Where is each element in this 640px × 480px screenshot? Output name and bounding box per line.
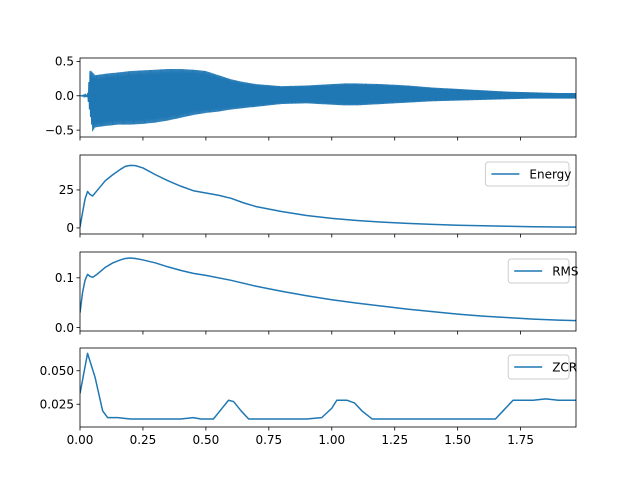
y-tick-label: 25 bbox=[59, 183, 74, 197]
x-tick-label: 1.25 bbox=[381, 433, 408, 447]
x-tick-label: 0.25 bbox=[130, 433, 157, 447]
axes-frame bbox=[79, 154, 577, 235]
legend: RMS bbox=[507, 258, 579, 284]
axes-frame bbox=[79, 57, 577, 138]
subplot-1: 0.5 0.0 −0.5 bbox=[45, 55, 577, 141]
y-tick-label: −0.5 bbox=[45, 123, 74, 137]
series-line-zcr bbox=[80, 352, 576, 420]
y-tick-label: 0.5 bbox=[55, 55, 74, 69]
legend: Energy bbox=[484, 161, 571, 187]
legend-label: Energy bbox=[529, 167, 571, 181]
y-tick-label: 0.0 bbox=[55, 89, 74, 103]
y-tick-label: 0.0 bbox=[55, 321, 74, 335]
series-line-rms bbox=[80, 257, 576, 322]
x-tick-label: 0.75 bbox=[255, 433, 282, 447]
x-tick-label: 1.50 bbox=[444, 433, 471, 447]
axes-frame bbox=[79, 251, 577, 332]
y-tick-label: 0.050 bbox=[40, 364, 74, 378]
x-tick-label: 1.00 bbox=[318, 433, 345, 447]
subplot-4: 0.050 0.025 0.00 0.25 0.50 0.75 1.00 1.25 1.50 1.… bbox=[40, 347, 577, 447]
legend: ZCR bbox=[507, 354, 577, 380]
x-tick-label: 0.00 bbox=[67, 433, 94, 447]
subplot-2: 25 0 Energy bbox=[59, 154, 577, 238]
legend-box bbox=[484, 161, 570, 187]
y-tick-label: 0.025 bbox=[40, 398, 74, 412]
x-tick-label: 1.75 bbox=[507, 433, 534, 447]
waveform-line bbox=[80, 68, 576, 132]
axes-frame bbox=[79, 347, 577, 428]
y-tick-label: 0 bbox=[66, 221, 74, 235]
legend-label: ZCR bbox=[552, 360, 577, 374]
y-tick-label: 0.1 bbox=[55, 271, 74, 285]
series-line-energy bbox=[80, 164, 576, 228]
subplot-3: 0.1 0.0 RMS bbox=[55, 251, 579, 335]
legend-label: RMS bbox=[552, 264, 578, 278]
x-tick-label: 0.50 bbox=[193, 433, 220, 447]
